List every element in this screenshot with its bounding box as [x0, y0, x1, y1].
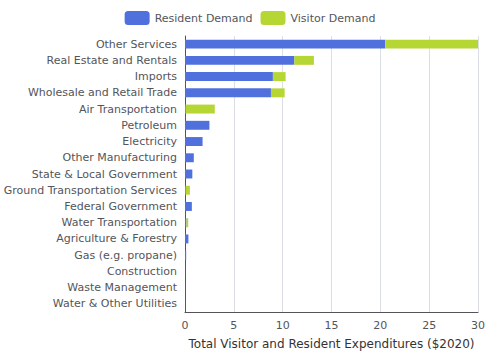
svg-text:Resident Demand: Resident Demand — [155, 12, 253, 25]
svg-text:Ground Transportation Services: Ground Transportation Services — [4, 184, 178, 197]
svg-text:30: 30 — [471, 319, 485, 332]
svg-text:Agriculture & Forestry: Agriculture & Forestry — [56, 232, 177, 245]
svg-text:Air Transportation: Air Transportation — [79, 103, 177, 116]
svg-text:Gas (e.g. propane): Gas (e.g. propane) — [74, 249, 177, 262]
svg-text:Total Visitor and Resident Exp: Total Visitor and Resident Expenditures … — [188, 337, 475, 351]
svg-text:State & Local Government: State & Local Government — [32, 168, 178, 181]
svg-text:Visitor Demand: Visitor Demand — [291, 12, 376, 25]
svg-text:Real Estate and Rentals: Real Estate and Rentals — [47, 54, 178, 67]
svg-text:Water Transportation: Water Transportation — [62, 216, 177, 229]
svg-text:Construction: Construction — [107, 265, 177, 278]
svg-text:Waste Management: Waste Management — [67, 281, 177, 294]
svg-text:15: 15 — [325, 319, 339, 332]
svg-text:10: 10 — [276, 319, 290, 332]
svg-text:0: 0 — [182, 319, 189, 332]
svg-text:Other Manufacturing: Other Manufacturing — [63, 151, 177, 164]
svg-text:25: 25 — [422, 319, 436, 332]
svg-text:Other Services: Other Services — [96, 38, 177, 51]
svg-text:Petroleum: Petroleum — [121, 119, 177, 132]
svg-text:Federal Government: Federal Government — [64, 200, 177, 213]
svg-text:Water & Other Utilities: Water & Other Utilities — [53, 297, 177, 310]
svg-text:20: 20 — [373, 319, 387, 332]
svg-text:Electricity: Electricity — [122, 135, 177, 148]
svg-text:Wholesale and Retail Trade: Wholesale and Retail Trade — [28, 86, 177, 99]
svg-text:5: 5 — [230, 319, 237, 332]
svg-text:Imports: Imports — [135, 70, 178, 83]
